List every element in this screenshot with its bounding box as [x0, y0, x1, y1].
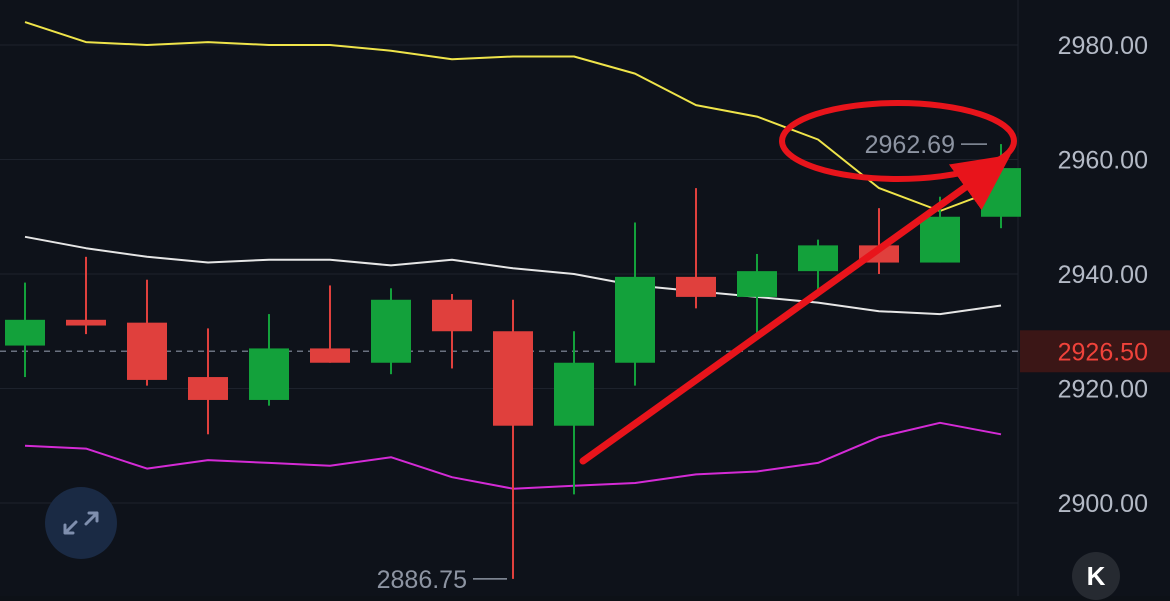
y-tick-label: 2960.00 [1058, 147, 1148, 175]
candle-body [66, 319, 106, 326]
candle-down [310, 285, 350, 363]
candle-body [371, 299, 411, 363]
candle-up [371, 288, 411, 375]
y-tick-label: 2940.00 [1058, 261, 1148, 289]
candle-up [920, 196, 960, 263]
candle-body [554, 362, 594, 426]
current-price-label: 2926.50 [1058, 338, 1148, 366]
candle-body [127, 322, 167, 380]
candle-up [737, 253, 777, 337]
y-tick-label: 2900.00 [1058, 490, 1148, 518]
candle-up [615, 222, 655, 386]
trend-arrow [579, 154, 1011, 465]
candle-body [432, 299, 472, 332]
candle-body [310, 348, 350, 363]
candle-up [798, 239, 838, 292]
collapse-left-icon: K [1086, 561, 1106, 591]
candle-body [615, 276, 655, 363]
candle-body [249, 348, 289, 400]
y-tick-label: 2980.00 [1058, 32, 1148, 60]
candle-down [127, 279, 167, 386]
low-annotation-label: 2886.75 [377, 566, 467, 594]
candle-down [676, 188, 716, 309]
highlight-ellipse [779, 100, 1017, 182]
candles [5, 144, 1021, 579]
candle-up [5, 282, 45, 378]
grid-lines [0, 0, 1019, 596]
candle-down [432, 294, 472, 369]
candle-body [920, 216, 960, 263]
current-price-tag [1020, 330, 1170, 373]
candle-body [676, 276, 716, 297]
candle-body [737, 271, 777, 297]
candle-body [493, 331, 533, 426]
middle-band-line [24, 235, 1002, 316]
upper-band-line [24, 21, 1002, 212]
annotation-overlay: 2962.69 2886.75 [377, 100, 1017, 594]
expand-diagonal-icon [63, 511, 99, 535]
candle-down [188, 328, 228, 435]
candle-up [554, 331, 594, 495]
price-axis: 2980.00 2960.00 2940.00 2920.00 2900.00 2926.… [1020, 32, 1170, 518]
candle-down [493, 299, 533, 579]
high-annotation-label: 2962.69 [865, 131, 955, 159]
candle-up [249, 314, 289, 406]
expand-button[interactable] [45, 487, 117, 559]
candle-down [66, 256, 106, 335]
candle-body [5, 319, 45, 346]
collapse-button[interactable]: K [1072, 552, 1120, 600]
y-tick-label: 2920.00 [1058, 376, 1148, 404]
candle-body [188, 377, 228, 400]
candle-body [798, 245, 838, 272]
